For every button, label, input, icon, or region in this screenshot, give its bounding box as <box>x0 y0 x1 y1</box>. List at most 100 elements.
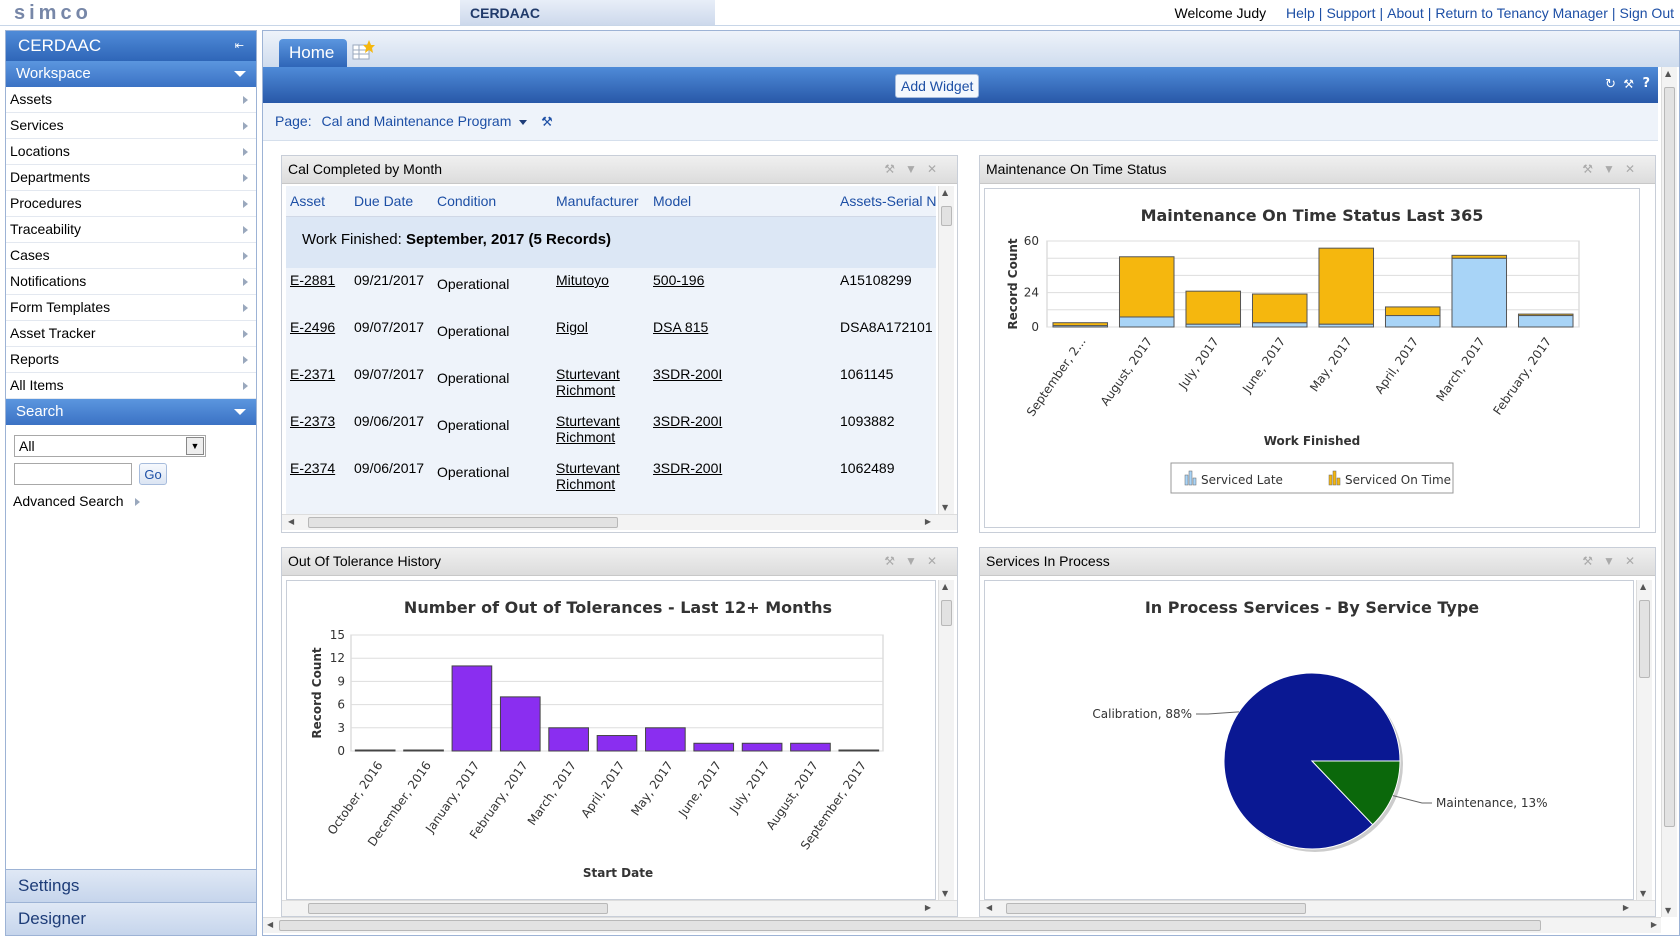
scroll-left-icon[interactable]: ◀ <box>986 903 993 912</box>
sidebar-item-assets[interactable]: Assets <box>6 87 256 113</box>
page-select[interactable]: Cal and Maintenance Program <box>321 113 512 129</box>
scroll-thumb[interactable] <box>1639 600 1650 678</box>
scroll-up-icon[interactable]: ▲ <box>1665 69 1672 78</box>
manufacturer-link[interactable]: Rigol <box>556 319 588 335</box>
manufacturer-link[interactable]: Sturtevant Richmont <box>556 413 620 445</box>
refresh-icon[interactable]: ↻ <box>1605 77 1616 92</box>
search-type-select[interactable]: All ▼ <box>14 435 206 457</box>
close-icon[interactable]: ✕ <box>926 554 947 568</box>
scroll-right-icon[interactable]: ▶ <box>924 903 931 912</box>
sidebar-item-form-templates[interactable]: Form Templates <box>6 295 256 321</box>
table-row[interactable]: E-2373 09/06/2017 Operational Sturtevant Ri… <box>286 409 936 456</box>
scroll-down-icon[interactable]: ▼ <box>942 889 949 898</box>
model-link[interactable]: 3SDR-200I <box>653 460 723 476</box>
services-horizontal-scrollbar[interactable]: ◀ ▶ <box>980 900 1655 916</box>
table-row[interactable]: E-2371 09/07/2017 Operational Sturtevant Ri… <box>286 362 936 409</box>
scroll-thumb[interactable] <box>941 600 952 626</box>
scroll-up-icon[interactable]: ▲ <box>942 582 949 591</box>
sidebar-item-procedures[interactable]: Procedures <box>6 191 256 217</box>
wrench-icon[interactable]: ⚒ <box>884 162 906 176</box>
model-link[interactable]: DSA 815 <box>653 319 709 335</box>
help-icon[interactable]: ? <box>1642 76 1650 91</box>
sidebar-item-asset-tracker[interactable]: Asset Tracker <box>6 321 256 347</box>
oot-vertical-scrollbar[interactable]: ▲ ▼ <box>938 580 954 900</box>
scroll-thumb[interactable] <box>1006 903 1306 914</box>
sidebar-item-locations[interactable]: Locations <box>6 139 256 165</box>
sidebar-item-traceability[interactable]: Traceability <box>6 217 256 243</box>
close-icon[interactable]: ✕ <box>926 162 947 176</box>
column-header-model[interactable]: Model <box>653 186 840 217</box>
manufacturer-link[interactable]: Sturtevant Richmont <box>556 366 620 398</box>
sidebar-item-cases[interactable]: Cases <box>6 243 256 269</box>
table-row[interactable]: E-2496 09/07/2017 Operational Rigol DSA 815 D… <box>286 315 936 362</box>
close-icon[interactable]: ✕ <box>1624 554 1645 568</box>
wrench-icon[interactable]: ⚒ <box>1582 554 1604 568</box>
collapse-sidebar-icon[interactable]: ⇤ <box>234 40 244 52</box>
column-header-manufacturer[interactable]: Manufacturer <box>556 186 653 217</box>
edit-page-wrench-icon[interactable]: ⚒ <box>541 114 553 129</box>
scroll-down-icon[interactable]: ▼ <box>942 503 949 512</box>
scroll-right-icon[interactable]: ▶ <box>1622 903 1629 912</box>
scroll-thumb[interactable] <box>941 206 952 226</box>
add-widget-button[interactable]: Add Widget <box>895 74 980 98</box>
chevron-down-icon[interactable]: ▼ <box>905 554 927 568</box>
chevron-down-icon[interactable]: ▼ <box>905 162 927 176</box>
manufacturer-link[interactable]: Sturtevant Richmont <box>556 460 620 492</box>
model-link[interactable]: 3SDR-200I <box>653 413 723 429</box>
column-header-condition[interactable]: Condition <box>437 186 556 217</box>
cal-horizontal-scrollbar[interactable]: ◀ ▶ <box>282 514 957 530</box>
table-row[interactable]: E-2374 09/06/2017 Operational Sturtevant Ri… <box>286 456 936 503</box>
main-vertical-scrollbar[interactable]: ▲ ▼ <box>1661 67 1677 917</box>
oot-horizontal-scrollbar[interactable]: ▶ <box>282 900 957 916</box>
dropdown-arrow-icon[interactable]: ▼ <box>186 437 204 455</box>
services-vertical-scrollbar[interactable]: ▲ ▼ <box>1636 580 1652 900</box>
column-header-asset[interactable]: Asset <box>286 186 354 217</box>
asset-link[interactable]: E-2373 <box>290 413 336 429</box>
table-row[interactable]: E-2881 09/21/2017 Operational Mitutoyo 500-1… <box>286 268 936 315</box>
sidebar-item-services[interactable]: Services <box>6 113 256 139</box>
scroll-thumb[interactable] <box>1664 87 1675 827</box>
scroll-thumb[interactable] <box>308 517 618 528</box>
wrench-icon[interactable]: ⚒ <box>884 554 906 568</box>
about-link[interactable]: About <box>1387 5 1424 21</box>
tab-home[interactable]: Home <box>279 39 347 67</box>
scroll-left-icon[interactable]: ◀ <box>288 517 295 526</box>
search-header[interactable]: Search <box>6 399 256 425</box>
scroll-down-icon[interactable]: ▼ <box>1640 889 1647 898</box>
asset-link[interactable]: E-2371 <box>290 366 336 382</box>
return-to-tenancy-manager-link[interactable]: Return to Tenancy Manager <box>1435 5 1608 21</box>
scroll-up-icon[interactable]: ▲ <box>942 188 949 197</box>
search-input[interactable] <box>14 463 132 485</box>
support-link[interactable]: Support <box>1326 5 1376 21</box>
workspace-header[interactable]: Workspace <box>6 61 256 87</box>
sidebar-item-reports[interactable]: Reports <box>6 347 256 373</box>
chevron-down-icon[interactable] <box>519 119 528 125</box>
cal-vertical-scrollbar[interactable]: ▲ ▼ <box>938 186 954 514</box>
scroll-thumb[interactable] <box>308 903 608 914</box>
sign-out-link[interactable]: Sign Out <box>1619 5 1674 21</box>
main-horizontal-scrollbar[interactable]: ◀ ▶ <box>263 917 1661 933</box>
scroll-thumb[interactable] <box>279 920 1541 931</box>
wrench-icon[interactable]: ⚒ <box>1582 162 1604 176</box>
wrench-icon[interactable]: ⚒ <box>1623 77 1634 91</box>
designer-button[interactable]: Designer <box>6 902 256 935</box>
column-header-due-date[interactable]: Due Date <box>354 186 437 217</box>
scroll-down-icon[interactable]: ▼ <box>1665 906 1672 915</box>
help-link[interactable]: Help <box>1286 5 1315 21</box>
asset-link[interactable]: E-2374 <box>290 460 336 476</box>
settings-button[interactable]: Settings <box>6 869 256 902</box>
sidebar-item-notifications[interactable]: Notifications <box>6 269 256 295</box>
chevron-down-icon[interactable]: ▼ <box>1603 162 1625 176</box>
column-header-serial[interactable]: Assets-Serial N <box>840 186 936 217</box>
model-link[interactable]: 500-196 <box>653 272 705 288</box>
advanced-search-link[interactable]: Advanced Search <box>13 493 141 509</box>
close-icon[interactable]: ✕ <box>1624 162 1645 176</box>
add-tab-icon[interactable] <box>351 39 375 63</box>
scroll-right-icon[interactable]: ▶ <box>924 517 931 526</box>
sidebar-item-all-items[interactable]: All Items <box>6 373 256 399</box>
sidebar-item-departments[interactable]: Departments <box>6 165 256 191</box>
asset-link[interactable]: E-2881 <box>290 272 336 288</box>
go-button[interactable]: Go <box>139 463 167 485</box>
asset-link[interactable]: E-2496 <box>290 319 336 335</box>
model-link[interactable]: 3SDR-200I <box>653 366 723 382</box>
